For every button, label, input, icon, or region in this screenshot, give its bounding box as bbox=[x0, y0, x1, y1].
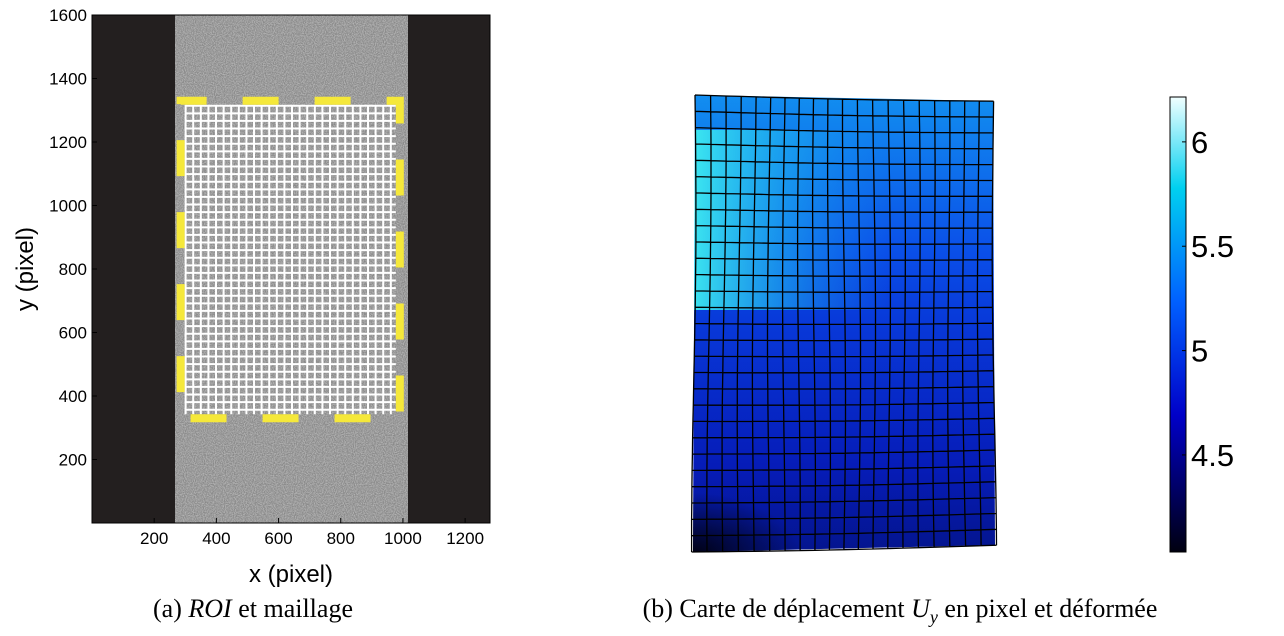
y-tick-label: 1200 bbox=[49, 133, 87, 152]
caption-b: (b) Carte de déplacement Uy en pixel et … bbox=[643, 594, 1158, 629]
caption-a: (a) ROI et maillage bbox=[153, 594, 353, 623]
x-tick-label: 1000 bbox=[384, 529, 422, 548]
y-tick-label: 1000 bbox=[49, 197, 87, 216]
y-tick-label: 1600 bbox=[49, 6, 87, 25]
y-tick-label: 200 bbox=[59, 451, 87, 470]
y-tick-label: 800 bbox=[59, 260, 87, 279]
colorbar bbox=[1169, 96, 1187, 553]
caption-text: et maillage bbox=[238, 594, 353, 623]
panel-a: 200 400 600 800 1000 1200 200 400 600 800 1000 1200… bbox=[12, 6, 491, 588]
x-tick-label: 400 bbox=[202, 529, 230, 548]
y-tick-label: 1400 bbox=[49, 70, 87, 89]
caption-label: (a) bbox=[153, 594, 182, 623]
mesh bbox=[184, 104, 396, 415]
colorbar-tick-label: 6 bbox=[1191, 125, 1208, 160]
x-tick-label: 600 bbox=[264, 529, 292, 548]
y-axis-label: y (pixel) bbox=[12, 227, 39, 311]
caption-symbol: U bbox=[911, 594, 932, 623]
roi bbox=[176, 96, 404, 423]
colorbar-tick-label: 5 bbox=[1191, 334, 1208, 369]
panel-b: 4.5 5 5.5 6 bbox=[690, 94, 1234, 553]
colorbar-tick-label: 5.5 bbox=[1191, 229, 1234, 264]
caption-text: en pixel et déformée bbox=[944, 594, 1157, 623]
caption-subscript: y bbox=[928, 607, 938, 627]
x-tick-label: 200 bbox=[140, 529, 168, 548]
y-tick-label: 600 bbox=[59, 324, 87, 343]
x-axis-label: x (pixel) bbox=[249, 561, 333, 588]
caption-emphasis: ROI bbox=[187, 594, 233, 623]
colorbar-tick-label: 4.5 bbox=[1191, 438, 1234, 473]
x-tick-label: 1200 bbox=[446, 529, 484, 548]
deformed-mesh bbox=[690, 94, 998, 553]
caption-label: (b) Carte de déplacement bbox=[643, 594, 906, 623]
y-tick-label: 400 bbox=[59, 387, 87, 406]
x-tick-label: 800 bbox=[327, 529, 355, 548]
